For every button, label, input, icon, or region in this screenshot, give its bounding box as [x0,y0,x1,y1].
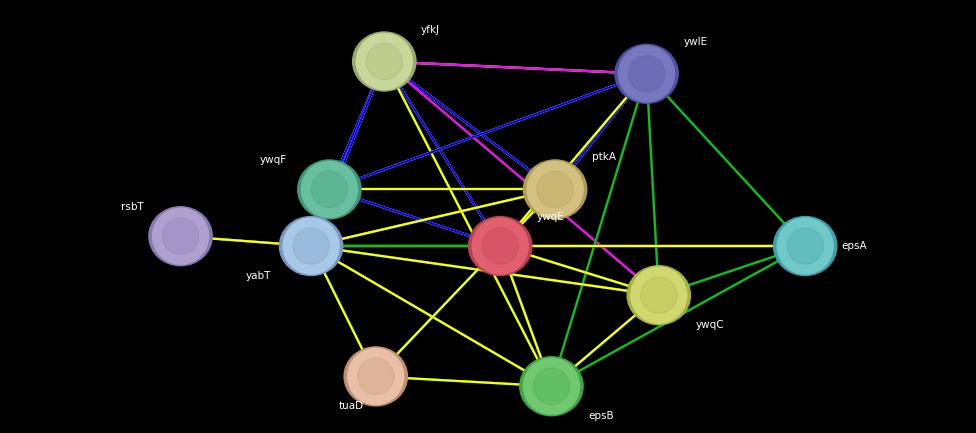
Ellipse shape [283,218,339,274]
Ellipse shape [630,267,687,323]
Ellipse shape [311,171,347,208]
Ellipse shape [347,349,404,404]
Ellipse shape [302,162,357,217]
Text: ywlE: ywlE [683,37,708,47]
Ellipse shape [293,228,329,264]
Ellipse shape [523,358,580,414]
Ellipse shape [523,160,587,219]
Ellipse shape [537,171,573,208]
Ellipse shape [615,44,678,103]
Ellipse shape [152,208,209,264]
Ellipse shape [357,358,394,394]
Ellipse shape [482,228,518,264]
Ellipse shape [162,218,199,254]
Text: ywqC: ywqC [696,320,724,330]
Ellipse shape [520,357,583,416]
Ellipse shape [787,228,824,264]
Ellipse shape [619,46,674,102]
Text: epsB: epsB [588,411,614,421]
Ellipse shape [774,216,836,275]
Ellipse shape [149,207,212,266]
Ellipse shape [298,160,361,219]
Ellipse shape [629,55,665,92]
Ellipse shape [356,33,412,90]
Text: ywqE: ywqE [537,211,564,222]
Text: ywqF: ywqF [260,155,287,165]
Ellipse shape [628,266,690,325]
Text: yabT: yabT [246,271,271,281]
Ellipse shape [279,216,343,275]
Ellipse shape [352,32,416,91]
Text: epsA: epsA [842,241,868,251]
Text: tuaD: tuaD [340,401,364,411]
Ellipse shape [527,162,583,217]
Text: ptkA: ptkA [591,152,616,162]
Ellipse shape [472,218,528,274]
Ellipse shape [777,218,834,274]
Ellipse shape [366,43,402,80]
Ellipse shape [468,216,532,275]
Ellipse shape [533,368,570,404]
Text: yfkJ: yfkJ [421,25,440,35]
Text: rsbT: rsbT [121,202,144,212]
Ellipse shape [345,347,407,406]
Ellipse shape [640,277,677,313]
